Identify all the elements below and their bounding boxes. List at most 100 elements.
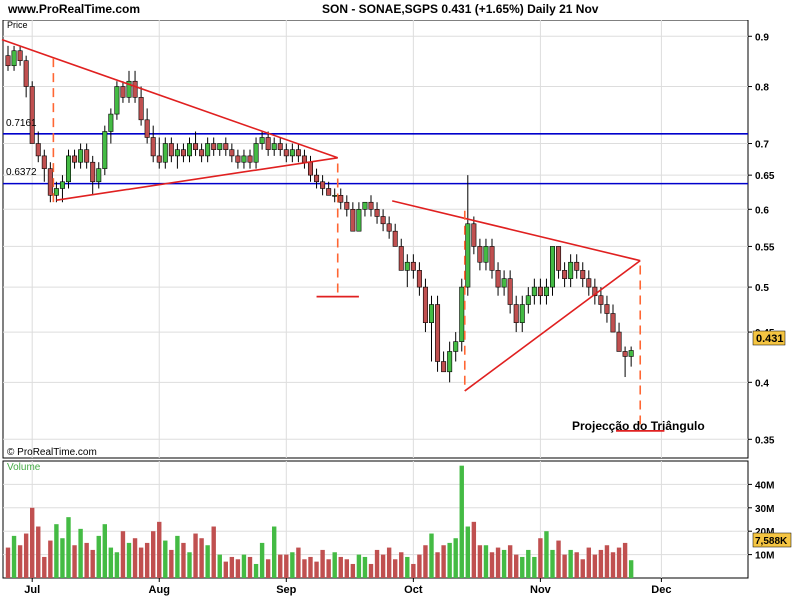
candle-body [471,223,477,247]
volume-bar [568,549,573,578]
candle [314,168,320,189]
candle [199,143,205,163]
candle-body [350,209,356,232]
volume-bar [90,549,95,578]
candle [247,149,253,169]
candle [338,188,344,210]
volume-bar [344,559,349,578]
candle-body [72,155,78,163]
volume-bar [169,549,174,578]
candle-body [241,155,247,163]
candle-body [398,246,404,271]
volume-bar [592,554,598,578]
price-panel-label: Price [7,20,28,30]
candle [332,188,338,203]
candle-body [362,201,368,210]
candle-body [441,361,447,373]
candle-body [356,209,362,232]
volume-axis: 10M 20M 30M 40M [748,480,774,562]
candle-body [150,137,156,157]
candle-body [96,168,102,183]
price-tick-label: 0.9 [755,32,769,43]
candle [259,131,265,150]
candle-body [459,286,465,342]
candle [362,201,368,217]
candle [543,278,549,305]
volume-bar [380,554,386,578]
volume-bar [495,547,501,578]
price-tick-label: 0.35 [755,435,775,446]
candle-body [562,270,568,279]
volume-bar [374,549,380,578]
volume-bar [483,545,489,578]
candle-body [477,246,483,263]
candle-body [295,149,301,157]
candle-body [307,161,313,176]
candle-body [320,181,326,189]
candle [138,86,144,126]
candle [241,149,247,169]
candle-body [211,143,217,150]
candle-body [301,155,307,163]
volume-bar [114,552,120,578]
candle-body [598,295,604,305]
candle-body [386,223,392,232]
price-tick-label: 0.8 [755,83,769,94]
candle [404,254,410,288]
candle-body [428,304,434,323]
candle-body [168,143,174,157]
chart-svg: 0.350.40.450.50.550.60.650.70.80.9 10M20… [1,20,792,596]
triangle1-upper-trendline [1,38,338,159]
candle-body [344,201,350,210]
volume-bar [229,556,235,578]
volume-bars [5,465,634,578]
volume-bar [441,545,446,578]
candle-body [187,143,193,157]
candle [187,137,193,163]
volume-bar [628,560,634,578]
candle-body [374,209,380,217]
triangle1-lower-trendline [56,156,338,201]
candle-body [205,143,211,157]
candle-body [78,149,84,163]
volume-bar [157,521,162,578]
volume-bar [610,552,616,578]
candle [501,270,507,296]
candle [295,143,301,163]
volume-bar [66,517,71,578]
candle-body [180,149,186,157]
volume-bar [175,535,180,578]
volume-bar [253,563,259,578]
candle [289,143,295,163]
candle-body [235,155,241,163]
candle-body [453,341,459,352]
candle-body [41,155,47,169]
price-tick-label: 0.6 [755,205,769,216]
candle-body [501,278,507,288]
candle [604,295,610,323]
candle-body [259,137,265,144]
volume-bar [386,547,392,578]
price-tick-label: 0.4 [755,378,769,389]
candle [72,149,78,169]
volume-bar [223,561,228,578]
price-tick-label: 0.55 [755,242,775,253]
candle [253,137,259,169]
candle [574,254,580,279]
volume-bar [78,528,83,578]
triangle2-upper-trendline [391,200,641,262]
candle-body [543,286,549,297]
candle [17,45,23,66]
candle [277,137,283,156]
candle [120,81,126,103]
candle-body [338,195,344,203]
month-label: Sep [276,584,296,596]
volume-bar [429,533,434,578]
candle [223,137,229,156]
volume-bar [507,545,513,578]
candle-body [531,286,537,297]
volume-bar [30,507,35,578]
candle [193,131,199,156]
volume-bar [586,547,591,578]
candle-body [568,261,574,279]
